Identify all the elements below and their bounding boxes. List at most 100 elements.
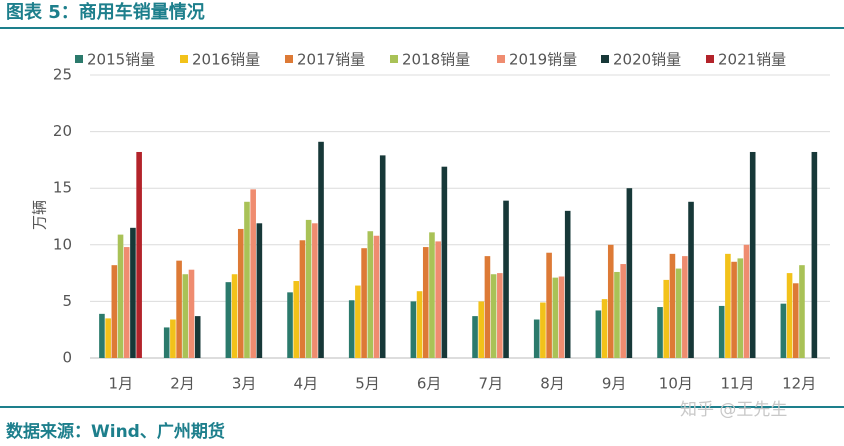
bar [472,316,478,358]
bar [299,240,306,358]
bar [614,271,620,358]
x-tick-label: 2月 [170,375,195,393]
x-tick-label: 3月 [232,375,257,393]
bar [373,235,380,358]
x-tick-label: 1月 [109,375,134,393]
watermark: 知乎 @王先生 [680,400,787,420]
legend-label: 2018销量 [402,51,470,69]
y-tick-label: 15 [53,179,72,197]
bar [478,301,485,358]
bar [379,155,386,358]
legend-label: 2016销量 [192,51,260,69]
bar [111,265,118,358]
bar [731,261,737,358]
bar [225,282,232,358]
bar [663,279,670,358]
x-tick-label: 5月 [355,375,380,393]
y-tick-label: 0 [62,349,72,367]
bar [675,268,682,358]
legend-label: 2017销量 [297,51,365,69]
bar [287,292,293,358]
bar [792,283,799,358]
legend-marker [706,55,714,63]
bar [305,219,312,358]
legend-marker [285,55,293,63]
y-axis-label: 万辆 [31,200,49,230]
bar [105,318,111,358]
bar [130,227,136,358]
bar [546,252,552,358]
bar [117,234,124,358]
source: 数据来源：Wind、广州期货 [6,421,225,442]
bar [743,244,750,358]
bar [176,260,182,358]
bar [564,210,571,358]
bar [293,281,300,358]
legend-label: 2020销量 [613,51,681,69]
bar [244,201,250,358]
bar [237,228,244,358]
bar [163,327,170,358]
bar [348,300,355,358]
bar [367,231,374,358]
bar [490,274,497,358]
bar [749,151,756,358]
bar [607,244,614,358]
legend-label: 2021销量 [718,51,786,69]
bar [620,264,626,358]
bar [361,248,367,358]
bar [503,200,509,358]
bar [688,201,694,358]
y-tick-label: 5 [62,292,72,310]
legend-label: 2019销量 [509,51,577,69]
bar [595,310,602,358]
bar [725,253,731,358]
bar [435,241,441,358]
x-tick-label: 8月 [540,375,565,393]
bar [231,274,238,358]
bar [780,303,787,358]
legend-marker [75,55,83,63]
x-tick-label: 6月 [417,375,442,393]
legend-marker [601,55,609,63]
y-tick-label: 20 [53,122,72,140]
bar [811,151,818,358]
bar [250,189,256,358]
bar [355,285,361,358]
bar [718,305,725,358]
x-tick-label: 9月 [602,375,627,393]
legend-marker [390,55,398,63]
bar [194,316,201,358]
chart-title: 图表 5：商用车销量情况 [6,1,205,23]
bar [256,223,263,358]
bar [318,141,324,358]
bar [429,232,435,358]
legend-marker [497,55,505,63]
bar [558,276,565,358]
bar [188,269,195,358]
bar [170,319,176,358]
bar [497,273,503,358]
bar [533,319,540,358]
y-tick-label: 10 [53,235,72,253]
legend-label: 2015销量 [87,51,155,69]
bar [737,258,744,358]
bar [669,253,676,358]
bar [657,307,663,358]
bar [182,274,189,358]
bar [312,223,318,358]
x-tick-label: 10月 [659,375,693,393]
bar [123,247,130,358]
bar [540,302,546,358]
bar [552,277,559,358]
x-tick-label: 4月 [294,375,319,393]
bar [416,291,423,358]
x-tick-label: 11月 [720,375,754,393]
bar [410,301,417,358]
x-tick-label: 12月 [782,375,816,393]
bar [799,265,805,358]
legend-marker [180,55,188,63]
bar [601,299,608,358]
